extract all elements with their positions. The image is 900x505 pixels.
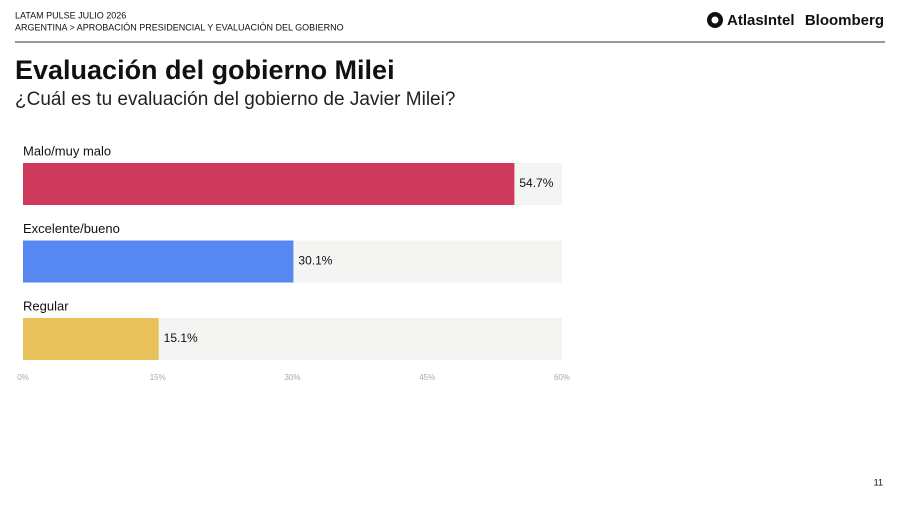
page-number: 11 bbox=[874, 477, 883, 487]
x-tick-label: 15% bbox=[150, 373, 166, 382]
chart-subtitle: ¿Cuál es tu evaluación del gobierno de J… bbox=[15, 89, 455, 110]
logo: Bloomberg bbox=[805, 12, 884, 29]
category-label: Excelente/bueno bbox=[23, 221, 120, 236]
chart-title: Evaluación del gobierno Milei bbox=[15, 55, 395, 85]
x-tick-label: 60% bbox=[554, 373, 570, 382]
bar bbox=[23, 240, 294, 283]
category-label: Malo/muy malo bbox=[23, 143, 111, 158]
value-label: 30.1% bbox=[298, 254, 332, 268]
bar bbox=[23, 163, 515, 205]
value-label: 54.7% bbox=[519, 176, 553, 190]
category-label: Regular bbox=[23, 298, 69, 313]
bar bbox=[23, 318, 159, 360]
x-tick-label: 30% bbox=[284, 373, 300, 382]
header-line: ARGENTINA > APROBACIÓN PRESIDENCIAL Y EV… bbox=[15, 22, 344, 32]
logo: AtlasIntel bbox=[727, 12, 795, 29]
logo-icon bbox=[711, 16, 719, 24]
value-label: 15.1% bbox=[164, 331, 198, 345]
x-tick-label: 45% bbox=[419, 373, 435, 382]
x-tick-label: 0% bbox=[17, 373, 29, 382]
header-line: LATAM PULSE JULIO 2026 bbox=[15, 10, 126, 20]
